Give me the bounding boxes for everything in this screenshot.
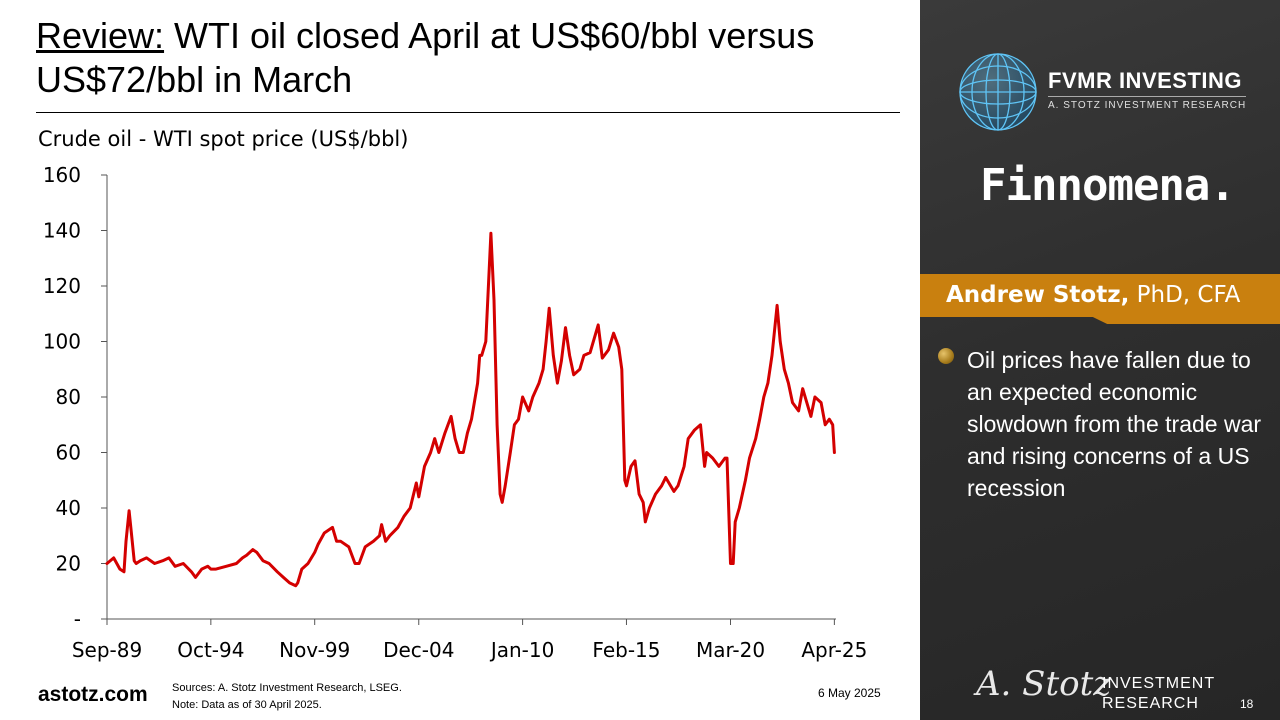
presenter-name: Andrew Stotz,: [946, 282, 1130, 308]
sources-text: Sources: A. Stotz Investment Research, L…: [172, 682, 402, 694]
slide-title: Review: WTI oil closed April at US$60/bb…: [36, 14, 916, 102]
ir-line-1: INVESTMENT: [1102, 675, 1216, 692]
ir-logo-text: INVESTMENT RESEARCH: [1102, 674, 1215, 714]
y-tick-label: 100: [43, 330, 81, 354]
x-tick-label: Dec-04: [383, 638, 454, 662]
y-tick-label: 160: [43, 163, 81, 187]
x-tick-label: Sep-89: [72, 638, 142, 662]
note-text: Note: Data as of 30 April 2025.: [172, 699, 322, 711]
wti-price-line: [105, 231, 836, 588]
presenter-credentials: PhD, CFA: [1129, 282, 1241, 308]
footer-website: astotz.com: [38, 683, 148, 706]
x-tick-label: Apr-25: [801, 638, 867, 662]
title-lead: Review:: [36, 15, 165, 56]
partner-logo: Finnomena.: [980, 160, 1236, 211]
x-tick-label: Oct-94: [177, 638, 244, 662]
y-tick-label: 140: [43, 219, 81, 243]
footer-sources: Sources: A. Stotz Investment Research, L…: [172, 680, 402, 714]
ir-line-2: RESEARCH: [1102, 695, 1199, 712]
signature-logo: A. Stotz: [976, 664, 1112, 704]
title-divider: [36, 112, 900, 113]
y-tick-label: -: [74, 607, 81, 631]
x-tick-label: Jan-10: [489, 638, 555, 662]
bullet-icon: [938, 348, 954, 364]
oil-price-chart: - 20 40 60 80 100 120 140 160 Sep-89 Oct-94 Nov-99 D…: [43, 163, 868, 662]
side-panel: FVMR INVESTING A. STOTZ INVESTMENT RESEA…: [920, 0, 1280, 720]
bullet-text: Oil prices have fallen due to an expecte…: [967, 347, 1262, 501]
page-number: 18: [1240, 697, 1254, 711]
x-tick-label: Feb-15: [592, 638, 660, 662]
x-tick-label: Mar-20: [696, 638, 765, 662]
presenter-banner: Andrew Stotz, PhD, CFA: [920, 274, 1280, 324]
y-tick-label: 40: [56, 496, 81, 520]
y-tick-label: 20: [56, 552, 81, 576]
slide-content: Review: WTI oil closed April at US$60/bb…: [36, 14, 916, 714]
chart-title: Crude oil - WTI spot price (US$/bbl): [38, 127, 409, 151]
presenter-text: Andrew Stotz, PhD, CFA: [946, 282, 1240, 308]
brand-divider: [1048, 96, 1246, 97]
brand-name: FVMR INVESTING: [1048, 68, 1243, 93]
title-rest: WTI oil closed April at US$60/bbl versus…: [36, 15, 815, 100]
globe-logo-icon: [959, 53, 1037, 131]
y-tick-label: 60: [56, 441, 81, 465]
brand-subtitle: A. STOTZ INVESTMENT RESEARCH: [1048, 100, 1247, 111]
x-tick-label: Nov-99: [279, 638, 350, 662]
y-tick-label: 80: [56, 385, 81, 409]
y-tick-label: 120: [43, 274, 81, 298]
footer-date: 6 May 2025: [818, 686, 881, 700]
